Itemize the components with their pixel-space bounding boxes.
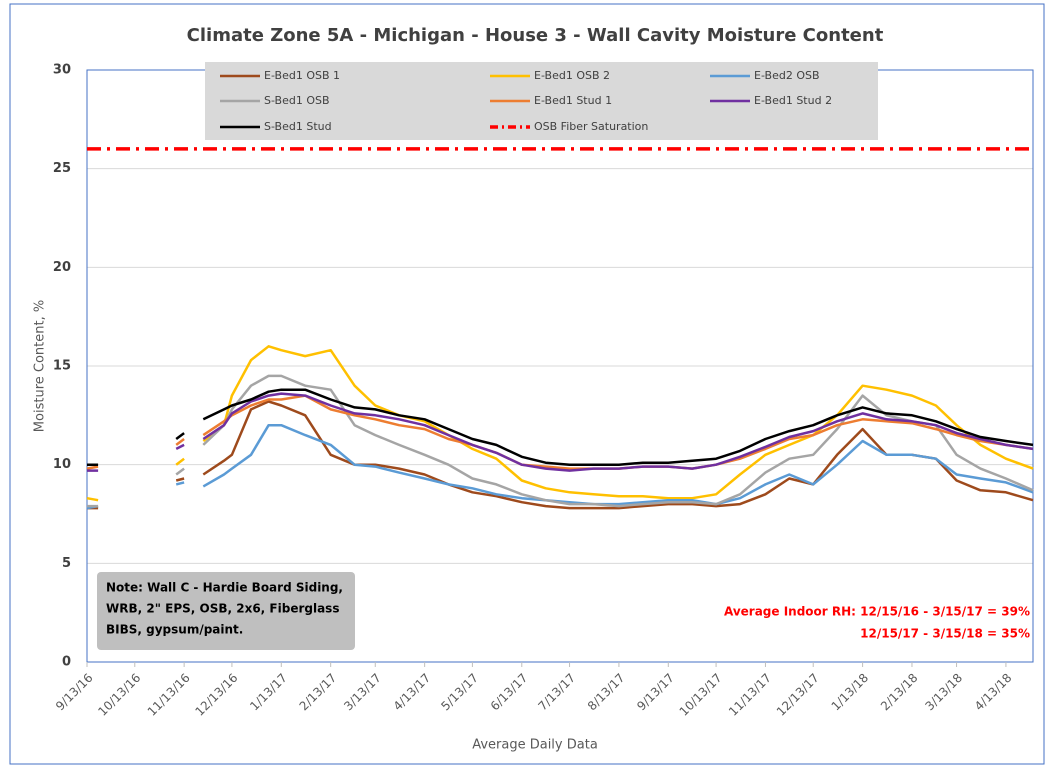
- note-text: Note: Wall C - Hardie Board Siding,: [106, 581, 343, 595]
- y-tick-label: 10: [53, 457, 71, 472]
- legend-label: E-Bed1 Stud 2: [754, 94, 832, 107]
- data-line: [86, 345, 1034, 502]
- plot-area: [86, 147, 1034, 510]
- y-tick-label: 15: [53, 359, 71, 374]
- note-box: [97, 572, 355, 650]
- y-tick-label: 25: [53, 161, 71, 176]
- legend-label: E-Bed1 OSB 1: [264, 69, 340, 82]
- chart-title: Climate Zone 5A - Michigan - House 3 - W…: [187, 25, 884, 46]
- legend: E-Bed1 OSB 1 E-Bed1 OSB 2 E-Bed2 OSB S-Bed1…: [205, 62, 878, 140]
- y-tick-label: 30: [53, 63, 71, 78]
- legend-label: S-Bed1 OSB: [264, 94, 330, 107]
- y-tick-label: 5: [62, 556, 71, 571]
- legend-label: E-Bed2 OSB: [754, 69, 820, 82]
- legend-label: E-Bed1 OSB 2: [534, 69, 610, 82]
- legend-box: [205, 62, 878, 140]
- legend-label: S-Bed1 Stud: [264, 120, 332, 133]
- y-tick-label: 0: [62, 655, 71, 670]
- data-line: [87, 388, 1034, 466]
- note-text: WRB, 2" EPS, OSB, 2x6, Fiberglass: [106, 602, 339, 616]
- x-axis-label: Average Daily Data: [472, 738, 598, 753]
- y-tick-label: 20: [53, 260, 71, 275]
- data-line: [87, 374, 1034, 508]
- y-axis-label: Moisture Content, %: [33, 300, 48, 432]
- annotation-text: Average Indoor RH: 12/15/16 - 3/15/17 = …: [724, 605, 1030, 619]
- legend-label: OSB Fiber Saturation: [534, 120, 648, 133]
- legend-label: E-Bed1 Stud 1: [534, 94, 612, 107]
- note-text: BIBS, gypsum/paint.: [106, 623, 243, 637]
- data-line: [87, 392, 1034, 472]
- annotation-text: 12/15/17 - 3/15/18 = 35%: [860, 627, 1030, 641]
